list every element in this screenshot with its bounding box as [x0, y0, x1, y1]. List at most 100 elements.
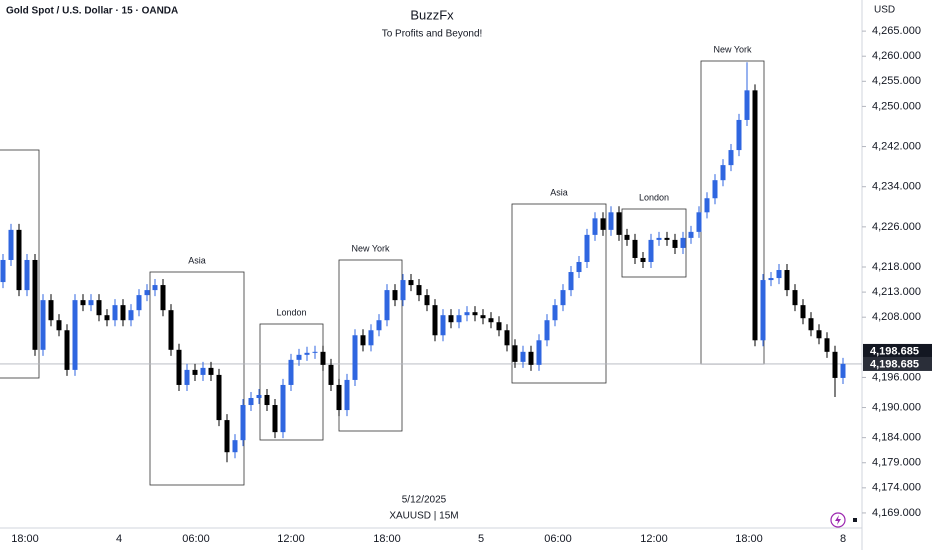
y-tick-label: 4,174.000 [872, 482, 921, 494]
candle-body [760, 280, 766, 341]
candle-body [24, 259, 30, 291]
candle-body [80, 300, 86, 306]
candle-body [680, 237, 686, 248]
axis-unit: USD [874, 5, 895, 16]
candle-body [448, 315, 454, 323]
candle-body [328, 364, 334, 385]
candle-body [184, 369, 190, 385]
candle-body [336, 384, 342, 411]
alert-icon[interactable] [830, 512, 846, 528]
candle-body [536, 340, 542, 365]
candle-body [200, 367, 206, 375]
candle-body [416, 285, 422, 296]
candle-body [160, 285, 166, 311]
candle-body [728, 150, 734, 166]
candle-body [312, 351, 318, 353]
session-box [149, 271, 245, 486]
y-tick-label: 4,184.000 [872, 432, 921, 444]
candle-body [608, 212, 614, 230]
candle-body [120, 305, 126, 321]
candle-body [528, 351, 534, 365]
candle-body [296, 354, 302, 360]
candle-body [8, 229, 14, 260]
symbol-header: Gold Spot / U.S. Dollar · 15 · OANDA [6, 6, 178, 17]
candle-body [56, 320, 62, 331]
x-tick-label: 18:00 [735, 533, 763, 545]
y-tick-label: 4,242.000 [872, 140, 921, 152]
session-label: Asia [188, 255, 206, 265]
candle-body [560, 290, 566, 306]
session-label: New York [713, 44, 752, 54]
session-label: London [639, 192, 669, 202]
candle-body [376, 320, 382, 331]
price-tag [863, 343, 932, 358]
candle-body [504, 330, 510, 346]
candle-body [0, 259, 6, 283]
candle-body [456, 315, 462, 323]
candle-body [216, 374, 222, 421]
settings-dot[interactable] [853, 518, 857, 522]
alert-icon-bolt [835, 515, 841, 525]
candle-body [592, 218, 598, 235]
candle-body [440, 315, 446, 336]
y-tick-label: 4,265.000 [872, 25, 921, 37]
candle-body [224, 420, 230, 453]
session-box [511, 203, 607, 384]
session-box [0, 149, 40, 379]
y-tick-label: 4,169.000 [872, 507, 921, 519]
candle-body [472, 312, 478, 316]
candle-body [616, 212, 622, 235]
candle-body [840, 363, 846, 378]
session-box [259, 323, 324, 441]
candle-body [640, 257, 646, 262]
candle-body [384, 290, 390, 321]
candle-body [104, 315, 110, 321]
y-tick-label: 4,213.000 [872, 286, 921, 298]
candle-body [768, 278, 774, 281]
candle-body [432, 305, 438, 336]
candle-body [688, 231, 694, 238]
candle-body [112, 305, 118, 321]
session-label: Asia [550, 187, 568, 197]
candle-body [464, 312, 470, 316]
y-tick-label: 4,250.000 [872, 100, 921, 112]
price-tag-label: 4,198.685 [870, 358, 919, 370]
footer-date: 5/12/2025 [402, 495, 447, 506]
candle-body [360, 335, 366, 346]
candle-body [568, 272, 574, 291]
candle-body [168, 310, 174, 350]
chart-title: BuzzFx [410, 7, 454, 22]
candle-body [832, 351, 838, 378]
session-box [338, 259, 403, 432]
x-tick-label: 8 [840, 533, 846, 545]
candle-body [248, 398, 254, 406]
candle-body [88, 300, 94, 306]
x-tick-label: 4 [116, 533, 122, 545]
candle-body [816, 330, 822, 339]
candle-body [320, 351, 326, 365]
candle-body [776, 270, 782, 279]
candle-body [48, 300, 54, 321]
candle-body [240, 405, 246, 441]
y-tick-label: 4,179.000 [872, 457, 921, 469]
candle-body [424, 295, 430, 306]
session-label: New York [351, 243, 390, 253]
plot-area [0, 60, 862, 486]
candle-body [392, 290, 398, 301]
x-tick-label: 12:00 [277, 533, 305, 545]
candle-body [16, 229, 22, 291]
candle-body [696, 212, 702, 232]
candle-body [488, 318, 494, 323]
candle-body [272, 405, 278, 433]
candle-body [64, 330, 70, 370]
price-tag [863, 356, 932, 371]
candle-body [152, 285, 158, 291]
candle-body [656, 237, 662, 240]
candle-body [512, 345, 518, 362]
y-tick-label: 4,226.000 [872, 221, 921, 233]
candle-body [584, 234, 590, 262]
candle-body [208, 367, 214, 375]
candle-body [744, 90, 750, 120]
candle-body [40, 300, 46, 350]
